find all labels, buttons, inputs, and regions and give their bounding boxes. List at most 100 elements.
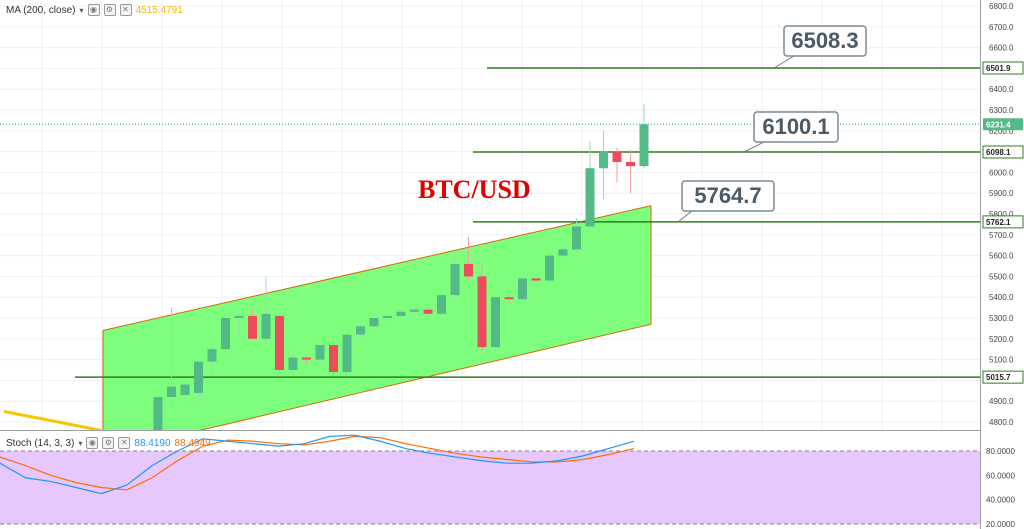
candle-body	[639, 124, 649, 167]
candle-body	[383, 315, 392, 318]
price-callout: 5764.7	[677, 180, 775, 223]
candle-body	[356, 326, 365, 335]
candle-body	[180, 384, 190, 395]
candle	[234, 311, 244, 339]
level-tag-box	[982, 215, 1024, 229]
price-tick-label: 5300.0	[989, 314, 1014, 323]
candle-body	[612, 151, 622, 162]
price-tick-label: 5700.0	[989, 231, 1014, 240]
price-tick-label: 4800.0	[989, 418, 1014, 427]
candle	[180, 378, 190, 406]
stoch-legend-label: Stoch (14, 3, 3)	[6, 437, 75, 449]
stoch-tick-label: 60.0000	[986, 471, 1015, 480]
candle	[585, 141, 595, 229]
level-tag-box	[982, 61, 1024, 75]
candle	[315, 342, 325, 362]
candle	[504, 293, 514, 304]
gear-icon[interactable]: ⚙	[102, 437, 115, 449]
candle-body	[194, 361, 203, 393]
last-price-tag-label: 6231.4	[986, 120, 1011, 129]
candle-body	[153, 397, 163, 430]
candle	[612, 147, 622, 183]
gear-icon[interactable]: ⚙	[103, 4, 116, 16]
callout-label: 5764.7	[694, 183, 761, 208]
candle-body	[464, 263, 473, 277]
level-tag-label: 6098.1	[986, 148, 1011, 157]
level-tag-label: 5762.1	[986, 218, 1011, 227]
candle	[248, 309, 257, 339]
candle	[302, 355, 311, 364]
close-icon[interactable]: ✕	[118, 437, 131, 449]
candle-body	[315, 345, 325, 360]
price-callout: 6508.3	[773, 25, 867, 69]
price-tick-label: 6300.0	[989, 106, 1014, 115]
chevron-down-icon[interactable]: ▾	[78, 438, 83, 448]
stoch-tick-label: 40.0000	[986, 496, 1015, 505]
callout-pointer	[677, 210, 693, 223]
callout-box	[681, 180, 775, 212]
candle	[153, 394, 163, 430]
ma-legend-label: MA (200, close)	[6, 4, 76, 16]
candle	[558, 247, 568, 260]
channel-fill	[103, 205, 651, 430]
level-tag-label: 5015.7	[986, 373, 1011, 382]
price-tick-label: 5400.0	[989, 293, 1014, 302]
candle-body	[599, 151, 608, 169]
candle	[369, 318, 379, 331]
candle	[477, 263, 487, 354]
candle-body	[437, 295, 446, 314]
callout-label: 6508.3	[791, 28, 858, 53]
candle	[288, 349, 298, 375]
price-tick-label: 5200.0	[989, 335, 1014, 344]
candle	[356, 324, 365, 339]
price-tick-label: 5600.0	[989, 252, 1014, 261]
candle	[545, 251, 554, 283]
stoch-k-line	[0, 434, 634, 495]
eye-icon[interactable]: ◉	[86, 437, 99, 449]
candle-body	[450, 263, 460, 296]
close-icon[interactable]: ✕	[119, 4, 132, 16]
stoch-legend: Stoch (14, 3, 3) ▾ ◉ ⚙ ✕ 88.4190 88.4949	[6, 437, 211, 449]
price-tick-label: 5900.0	[989, 189, 1014, 198]
candle-body	[234, 315, 244, 318]
candle	[342, 332, 352, 377]
channel-lower-line	[199, 323, 652, 430]
stoch-tick-label: 20.0000	[986, 520, 1015, 529]
callout-box	[783, 25, 867, 57]
ma-legend-value: 4515.4791	[135, 4, 183, 16]
candle-body	[342, 334, 352, 373]
candle	[383, 313, 392, 321]
level-tag-box	[982, 145, 1024, 159]
candle	[396, 309, 406, 318]
candle	[639, 103, 649, 169]
candle	[275, 313, 284, 373]
candle	[464, 236, 473, 281]
candle	[450, 251, 460, 298]
price-tick-label: 5800.0	[989, 210, 1014, 219]
last-price-tag-box	[983, 118, 1023, 131]
candle-body	[288, 357, 298, 370]
level-price-tag: 6098.1	[982, 145, 1024, 159]
ma-legend: MA (200, close) ▾ ◉ ⚙ ✕ 4515.4791	[6, 4, 183, 16]
candle-body	[477, 276, 487, 348]
chart-title: BTC/USD	[418, 175, 531, 204]
price-tick-label: 5500.0	[989, 272, 1014, 281]
candle-body	[275, 315, 284, 370]
candle	[329, 340, 338, 377]
channel-upper-line	[102, 205, 652, 331]
price-tick-label: 6400.0	[989, 85, 1014, 94]
candle-body	[369, 318, 379, 327]
candle-body	[423, 309, 433, 314]
candle	[626, 149, 635, 194]
candle-body	[248, 315, 257, 339]
candle	[599, 130, 608, 200]
candle	[194, 361, 203, 402]
level-price-tag: 6501.9	[982, 61, 1024, 75]
candle-body	[504, 297, 514, 300]
stoch-tick-label: 80.0000	[986, 447, 1015, 456]
eye-icon[interactable]: ◉	[87, 4, 100, 16]
chevron-down-icon[interactable]: ▾	[79, 5, 84, 15]
candle	[221, 313, 230, 354]
candle-body	[302, 357, 311, 360]
